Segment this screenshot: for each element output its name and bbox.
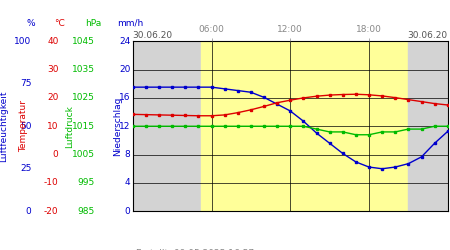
Text: 8: 8	[125, 150, 130, 159]
Text: °C: °C	[54, 19, 65, 28]
Text: 30: 30	[47, 65, 58, 74]
Text: Erstellt: 09.05.2025 16:57: Erstellt: 09.05.2025 16:57	[136, 249, 254, 250]
Text: 1035: 1035	[72, 65, 94, 74]
Text: %: %	[27, 19, 36, 28]
Text: 0: 0	[125, 207, 130, 216]
Text: 75: 75	[20, 79, 32, 88]
Bar	[201, 41, 409, 211]
Text: 40: 40	[47, 37, 58, 46]
Text: Temperatur: Temperatur	[19, 100, 28, 152]
Text: hPa: hPa	[86, 19, 102, 28]
Text: Luftdruck: Luftdruck	[65, 105, 74, 148]
Text: 995: 995	[77, 178, 94, 188]
Text: 10: 10	[47, 122, 58, 131]
Text: 1005: 1005	[72, 150, 94, 159]
Text: 30.06.20: 30.06.20	[133, 31, 173, 40]
Text: Niederschlag: Niederschlag	[113, 96, 122, 156]
Text: 50: 50	[20, 122, 32, 131]
Text: Luftfeuchtigkeit: Luftfeuchtigkeit	[0, 90, 8, 162]
Bar	[409, 41, 448, 211]
Text: 25: 25	[20, 164, 32, 173]
Text: -10: -10	[44, 178, 58, 188]
Text: mm/h: mm/h	[117, 19, 143, 28]
Text: 16: 16	[119, 94, 130, 102]
Text: 0: 0	[26, 207, 32, 216]
Text: 20: 20	[119, 65, 130, 74]
Text: 1045: 1045	[72, 37, 94, 46]
Text: 20: 20	[47, 94, 58, 102]
Text: 0: 0	[53, 150, 59, 159]
Text: 4: 4	[125, 178, 130, 188]
Text: 1025: 1025	[72, 94, 94, 102]
Text: 1015: 1015	[72, 122, 94, 131]
Text: 30.06.20: 30.06.20	[408, 31, 448, 40]
Text: 24: 24	[119, 37, 130, 46]
Text: 100: 100	[14, 37, 32, 46]
Text: -20: -20	[44, 207, 58, 216]
Bar	[133, 41, 201, 211]
Text: 985: 985	[77, 207, 94, 216]
Text: 12: 12	[119, 122, 130, 131]
